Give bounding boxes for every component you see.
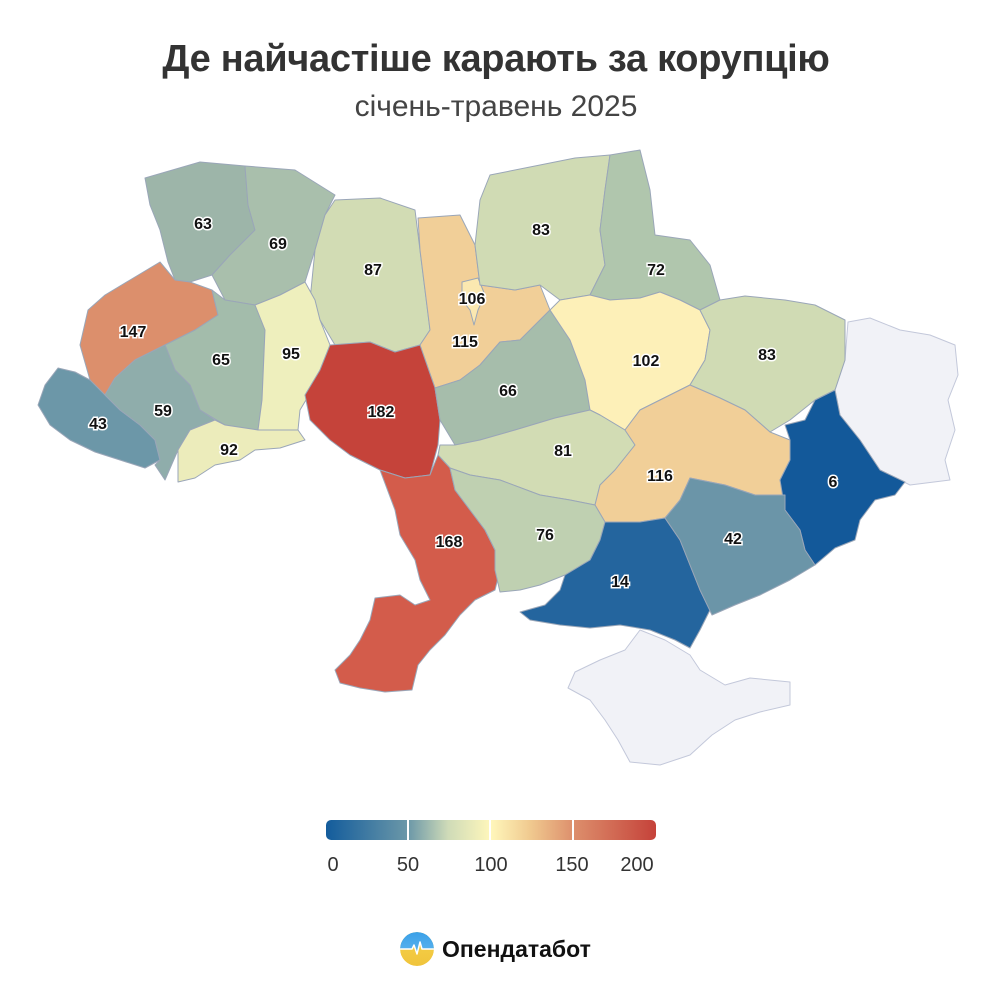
- value-label-donetsk: 6: [829, 474, 838, 491]
- value-label-odesa: 168: [436, 534, 463, 551]
- value-label-rivne: 69: [269, 236, 287, 253]
- value-label-kyiv: 115: [452, 334, 478, 351]
- legend-divider: [489, 820, 491, 840]
- region-sumy[interactable]: [589, 149, 721, 311]
- region-crimea[interactable]: [567, 629, 791, 766]
- value-label-lviv: 147: [120, 324, 147, 341]
- region-zakarpattia[interactable]: [37, 367, 161, 469]
- region-chernivtsi[interactable]: [177, 419, 306, 483]
- value-label-sumy: 72: [647, 262, 665, 279]
- brand: Опендатабот: [400, 932, 591, 966]
- value-label-poltava: 102: [633, 353, 660, 370]
- value-label-zaporizhzhia: 42: [724, 531, 742, 548]
- value-label-volyn: 63: [194, 216, 212, 233]
- legend-gradient-bar: [326, 820, 656, 840]
- legend-tick-label: 100: [474, 854, 508, 876]
- legend-tick-label: 150: [555, 854, 589, 876]
- legend-tick-label: 200: [620, 854, 654, 876]
- legend-tick-label: 0: [327, 854, 339, 876]
- value-label-dnipropetrovsk: 116: [647, 468, 673, 485]
- value-label-kherson: 14: [611, 574, 629, 591]
- value-label-chernivtsi: 92: [220, 442, 238, 459]
- legend-divider: [407, 820, 409, 840]
- value-label-chernihiv: 83: [532, 222, 550, 239]
- opendatabot-logo-icon: [400, 932, 434, 966]
- value-label-ternopil: 65: [212, 352, 230, 369]
- value-label-zhytomyr: 87: [364, 262, 382, 279]
- legend-tick-label: 50: [396, 854, 420, 876]
- page-subtitle: січень-травень 2025: [354, 90, 638, 123]
- value-label-ivano-frankivsk: 59: [154, 403, 172, 420]
- region-zaporizhzhia[interactable]: [664, 477, 816, 616]
- value-label-zakarpattia: 43: [89, 416, 107, 433]
- value-label-khmelnytskyi: 95: [282, 346, 300, 363]
- brand-name: Опендатабот: [442, 935, 591, 962]
- page-title: Де найчастіше карають за корупцію: [162, 38, 830, 80]
- legend-divider: [572, 820, 574, 840]
- value-label-cherkasy: 66: [499, 383, 517, 400]
- value-label-kharkiv: 83: [758, 347, 776, 364]
- value-label-vinnytsia: 182: [368, 404, 395, 421]
- value-label-mykolaiv: 76: [536, 527, 554, 544]
- color-legend: [326, 820, 656, 840]
- value-label-kyiv-city: 106: [459, 291, 486, 308]
- value-label-kirovohrad: 81: [554, 443, 572, 460]
